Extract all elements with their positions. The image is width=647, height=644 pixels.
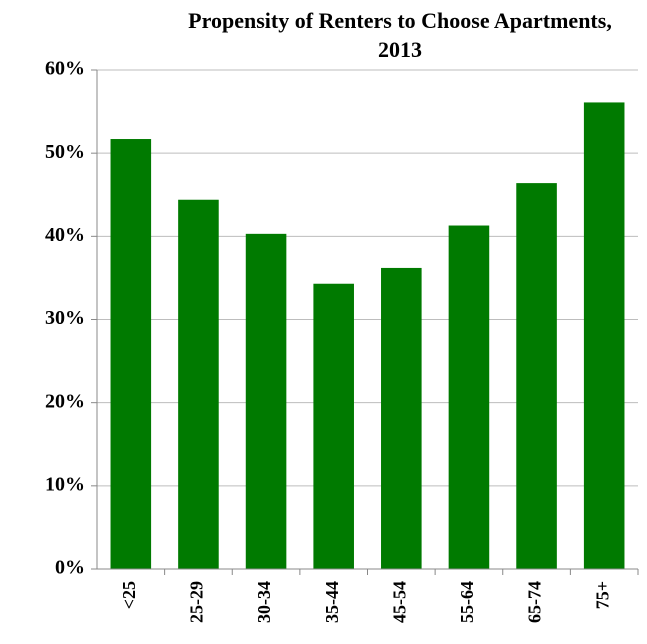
y-tick-label: 30% bbox=[45, 307, 85, 329]
x-tick-label: 35-44 bbox=[322, 581, 342, 623]
y-tick-label: 0% bbox=[55, 557, 85, 579]
x-tick-label: 45-54 bbox=[389, 581, 409, 623]
bar bbox=[583, 102, 625, 569]
bar bbox=[110, 139, 152, 570]
y-tick-label: 10% bbox=[45, 473, 85, 495]
bar bbox=[448, 225, 490, 569]
chart-title: Propensity of Renters to Choose Apartmen… bbox=[188, 8, 612, 62]
x-tick-label: 25-29 bbox=[187, 581, 207, 623]
bar bbox=[516, 183, 557, 569]
x-tick-label: <25 bbox=[119, 581, 139, 609]
bar bbox=[381, 267, 422, 569]
y-tick-label: 20% bbox=[45, 390, 85, 412]
y-tick-label: 40% bbox=[45, 224, 85, 246]
bar bbox=[178, 199, 219, 570]
x-tick-label: 65-74 bbox=[525, 581, 545, 623]
x-tick-label: 30-34 bbox=[254, 581, 274, 623]
y-tick-label: 50% bbox=[45, 141, 85, 163]
bar bbox=[313, 283, 354, 569]
x-tick-label: 55-64 bbox=[457, 581, 477, 623]
y-tick-label: 60% bbox=[45, 58, 85, 80]
x-tick-label: 75+ bbox=[592, 581, 612, 609]
bar bbox=[245, 233, 287, 570]
